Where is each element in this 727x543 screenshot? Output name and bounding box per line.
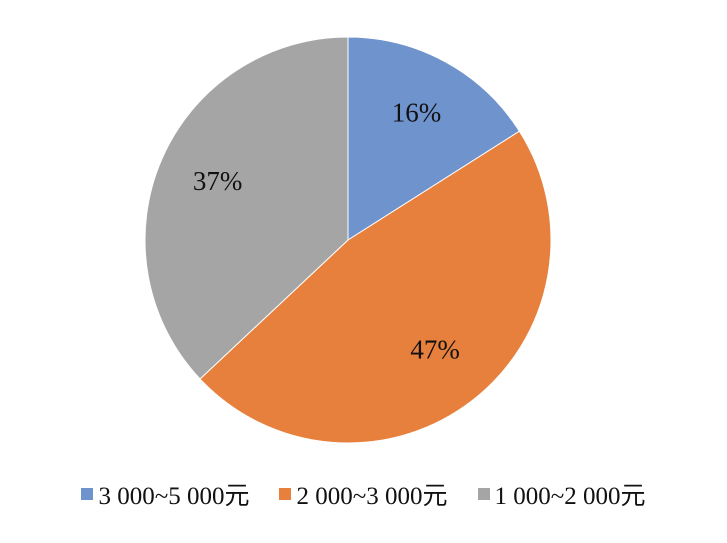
pie-slice — [347, 36, 521, 241]
data-label: 37% — [193, 166, 243, 196]
legend: 3 000~5 000元 2 000~3 000元 1 000~2 000元 — [0, 476, 727, 512]
chart: 16% 47% 37% — [144, 36, 552, 444]
data-label: 16% — [392, 98, 442, 128]
legend-swatch — [477, 488, 490, 500]
legend-label: 3 000~5 000元 — [98, 483, 250, 510]
legend-item: 2 000~3 000元 — [279, 476, 448, 512]
legend-swatch — [279, 488, 292, 500]
legend-label: 2 000~3 000元 — [296, 483, 448, 510]
legend-label: 1 000~2 000元 — [494, 483, 646, 510]
pie-slice — [199, 130, 552, 444]
legend-item: 3 000~5 000元 — [81, 476, 249, 512]
data-label: 47% — [410, 334, 460, 364]
legend-item: 1 000~2 000元 — [477, 476, 646, 512]
pie-slice — [144, 36, 349, 380]
legend-swatch — [81, 488, 94, 500]
